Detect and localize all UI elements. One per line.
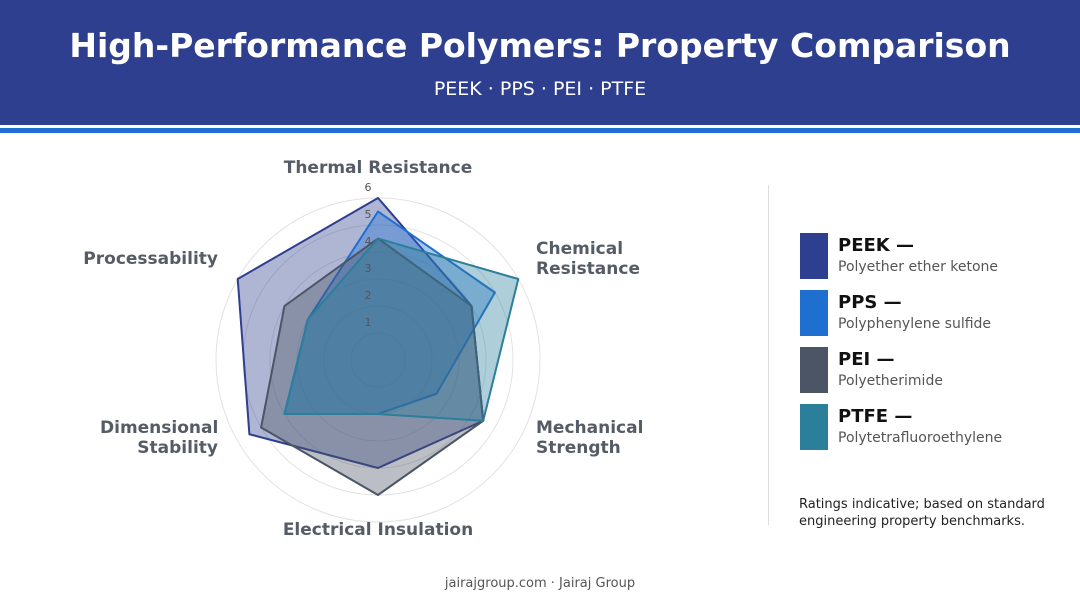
header	[0, 0, 1080, 125]
legend-swatch	[800, 347, 828, 393]
r-tick-label: 5	[365, 208, 372, 221]
legend-name: PEI —	[838, 349, 895, 370]
chart-subtitle: PEEK · PPS · PEI · PTFE	[433, 78, 647, 100]
footer: jairajgroup.com · Jairaj Group	[444, 576, 636, 591]
note: Ratings indicative; based on standard en…	[799, 497, 1045, 529]
header-stripe	[0, 128, 1080, 133]
legend-name: PTFE —	[838, 406, 913, 427]
axis-label: Processability	[83, 249, 218, 269]
axis-label: Mechanical Strength	[536, 418, 644, 458]
series-area	[283, 237, 520, 422]
r-tick-label: 4	[365, 235, 372, 248]
axis-label: Dimensional Stability	[100, 418, 219, 458]
legend-name: PPS —	[838, 292, 902, 313]
legend-swatch	[800, 290, 828, 336]
legend-swatch	[800, 233, 828, 279]
legend-name: PEEK —	[838, 235, 914, 256]
divider	[768, 185, 769, 525]
chart-title: High-Performance Polymers: Property Comp…	[69, 26, 1011, 65]
legend-description: Polyphenylene sulfide	[838, 316, 992, 332]
axis-label: Electrical Insulation	[282, 520, 474, 540]
r-tick-label: 1	[365, 316, 372, 329]
series-area	[260, 237, 485, 496]
axis-label: Chemical Resistance	[536, 239, 640, 279]
r-tick-label: 6	[365, 181, 372, 194]
legend-description: Polytetrafluoroethylene	[838, 430, 1003, 446]
axis-label: Thermal Resistance	[283, 158, 473, 178]
legend-description: Polyether ether ketone	[838, 259, 999, 275]
r-tick-label: 2	[365, 289, 372, 302]
legend-swatch	[800, 404, 828, 450]
legend-description: Polyetherimide	[838, 373, 943, 389]
r-tick-label: 3	[365, 262, 372, 275]
grid-ring	[350, 332, 406, 388]
